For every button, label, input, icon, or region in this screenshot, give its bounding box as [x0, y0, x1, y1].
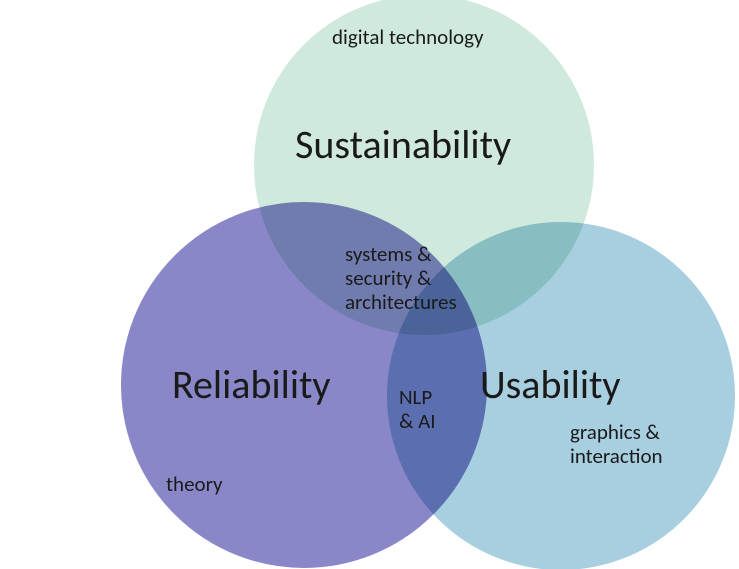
usability-subtitle: graphics & interaction	[570, 420, 663, 468]
overlap-nlp-ai: NLP & AI	[399, 385, 436, 433]
venn-diagram: digital technology Sustainability Reliab…	[0, 0, 739, 569]
overlap-systems-security-architectures: systems & security & architectures	[345, 242, 457, 314]
reliability-subtitle: theory	[166, 472, 223, 496]
reliability-title: Reliability	[172, 362, 331, 408]
sustainability-subtitle: digital technology	[332, 25, 484, 49]
sustainability-title: Sustainability	[295, 122, 511, 168]
usability-title: Usability	[480, 362, 621, 408]
